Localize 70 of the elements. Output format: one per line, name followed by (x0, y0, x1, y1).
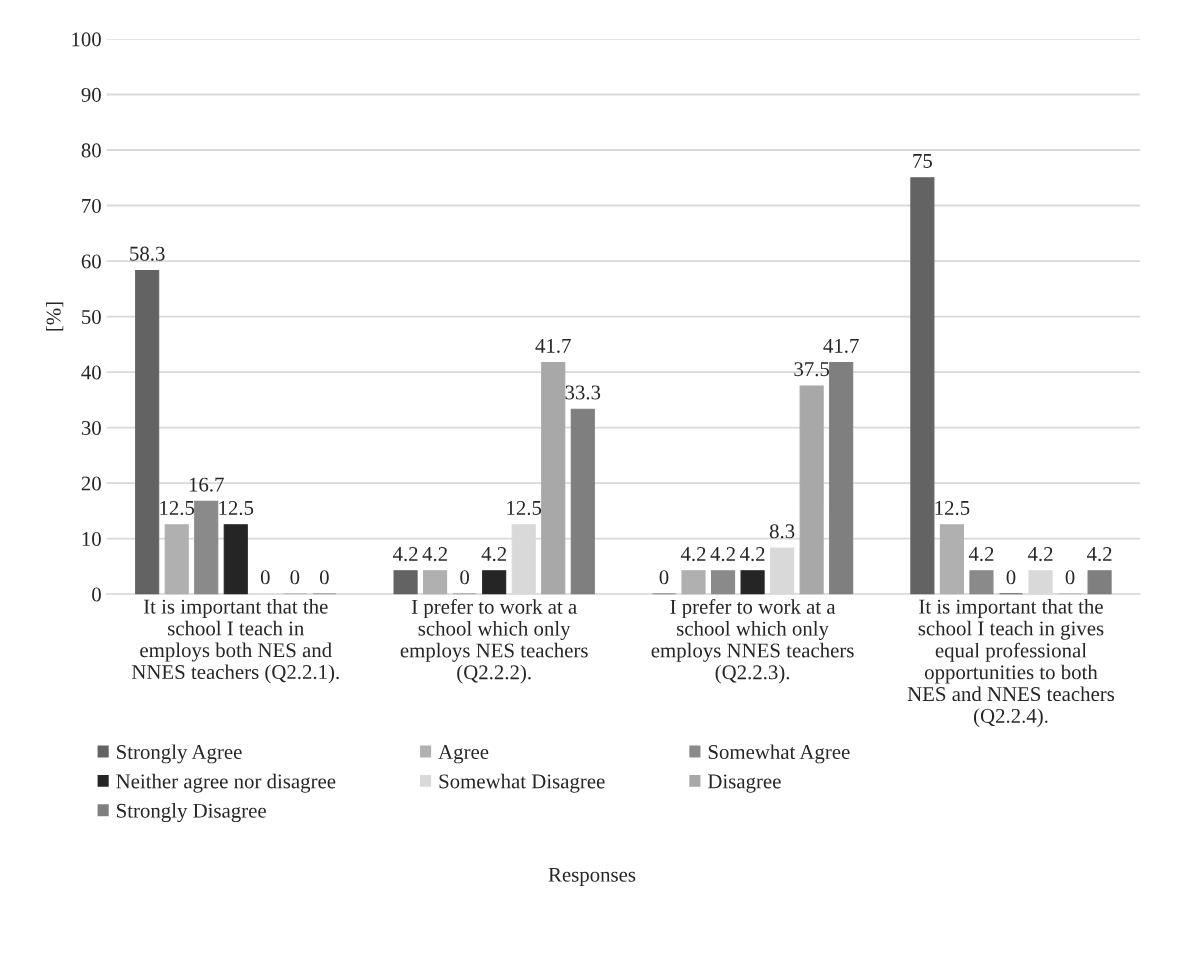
x-tick-label: It is important that the school I teach in employs both NES and NNES teachers (Q2.2.1). (131, 599, 339, 684)
data-label: 0 (460, 570, 470, 585)
y-tick-label: 10 (82, 532, 101, 547)
bar (135, 269, 160, 595)
bar (799, 385, 824, 595)
bar (570, 408, 595, 595)
data-label: 33.3 (565, 385, 601, 400)
y-tick-label: 30 (81, 420, 101, 436)
x-tick-label: I prefer to work at a school which only employs NES teachers (Q2.2.2). (400, 599, 588, 684)
data-label: 4.2 (422, 547, 447, 562)
y-tick-label: 0 (92, 587, 101, 602)
bar (710, 570, 736, 595)
data-label: 4.2 (739, 547, 765, 562)
legend-label: Agree (438, 745, 489, 764)
data-label: 0 (260, 570, 270, 585)
data-label: 4.2 (968, 547, 994, 562)
bar (393, 570, 418, 595)
data-label: 0 (659, 570, 669, 585)
data-label: 41.7 (535, 338, 571, 353)
data-label: 4.2 (710, 547, 735, 562)
y-tick-label: 90 (81, 87, 101, 102)
data-label: 12.5 (935, 500, 970, 516)
data-label: 4.2 (680, 547, 706, 562)
y-tick-label: 70 (82, 198, 101, 213)
data-label: 0 (1065, 570, 1075, 585)
bar (740, 570, 765, 595)
y-tick-label: 80 (81, 143, 101, 158)
data-label: 4.2 (392, 547, 418, 562)
x-tick-label: It is important that the school I teach in gives equal professional opportunities to both NES and NNES teachers (Q2.2.4). (907, 599, 1115, 728)
data-label: 4.2 (481, 547, 507, 562)
y-tick-label: 100 (72, 32, 101, 47)
legend-label: Strongly Disagree (117, 803, 266, 823)
data-label: 75 (913, 154, 932, 168)
data-label: 8.3 (769, 524, 795, 539)
bar (194, 500, 219, 595)
data-label: 0 (290, 570, 300, 585)
y-tick-label: 50 (82, 309, 101, 324)
bar (969, 570, 994, 595)
legend-label: Strongly Agree (117, 744, 242, 764)
data-label: 12.5 (219, 500, 254, 516)
data-label: 12.5 (507, 500, 542, 516)
x-tick-label: I prefer to work at a school which only employs NNES teachers (Q2.2.3). (651, 599, 854, 684)
bar (423, 570, 448, 595)
data-label: 16.7 (189, 477, 224, 492)
legend-label: Somewhat Agree (708, 744, 850, 764)
y-axis-title: [%] (46, 302, 64, 331)
y-tick-label: 20 (81, 476, 101, 491)
bar (681, 570, 706, 595)
data-label: 0 (1006, 570, 1016, 585)
bar (164, 524, 189, 595)
bar (223, 524, 248, 595)
data-label: 12.5 (160, 500, 195, 516)
legend-label: Disagree (707, 774, 781, 793)
legend-label: Neither agree nor disagree (116, 773, 336, 793)
data-label: 0 (319, 570, 329, 585)
data-label: 37.5 (794, 362, 830, 377)
y-tick-label: 40 (81, 365, 101, 380)
bar (541, 362, 566, 595)
legend-label: Somewhat Disagree (439, 773, 605, 793)
data-label: 4.2 (1027, 547, 1053, 562)
bar (482, 570, 507, 595)
bar (939, 524, 964, 595)
data-label: 58.3 (130, 246, 165, 261)
bar (910, 177, 935, 595)
data-label: 41.7 (823, 338, 859, 353)
data-label: 4.2 (1086, 547, 1112, 562)
bar (829, 362, 854, 595)
y-tick-label: 60 (81, 254, 101, 269)
text: Responses (548, 867, 636, 887)
bar (1087, 570, 1112, 595)
